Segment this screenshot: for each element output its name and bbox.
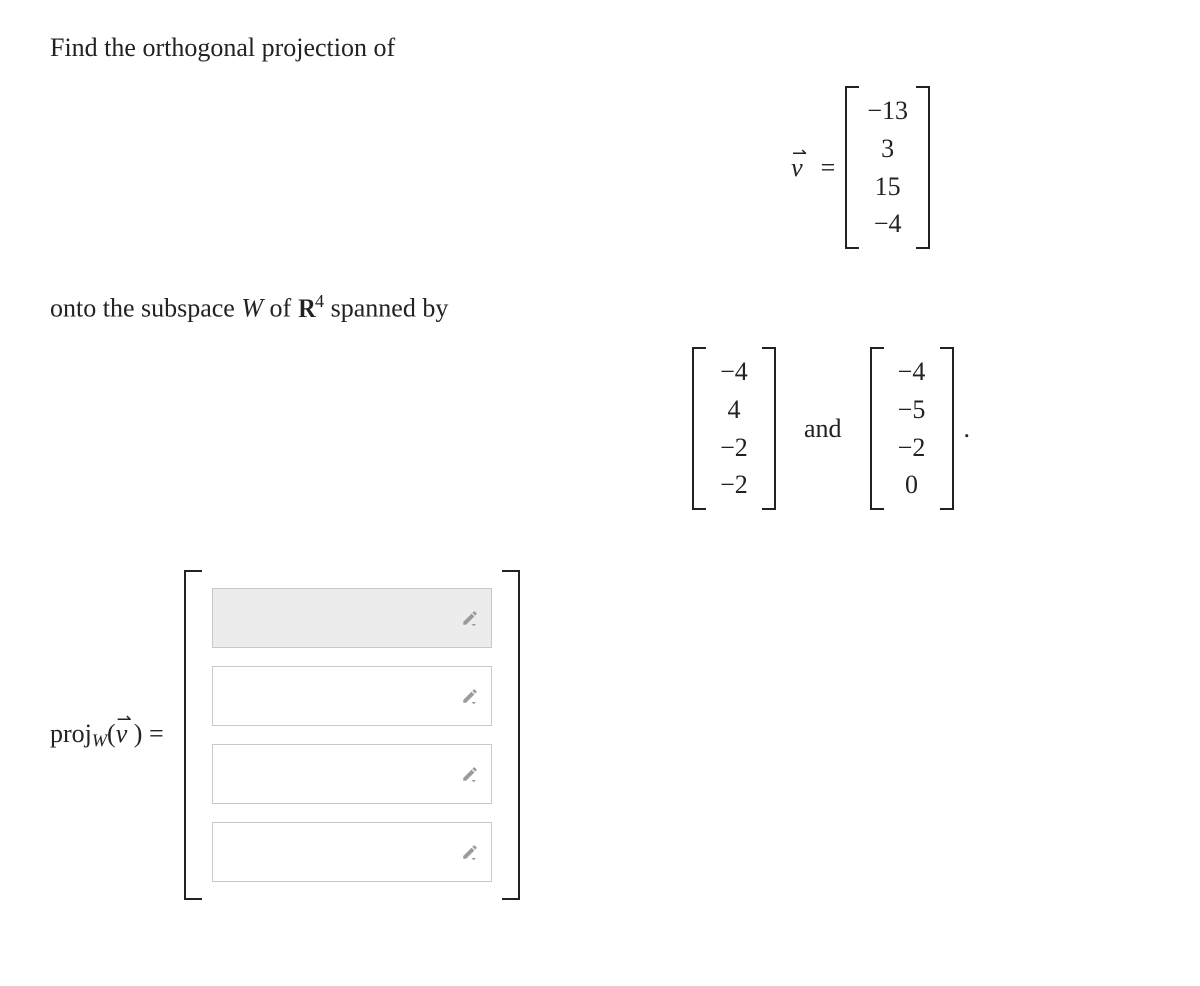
matrix-cell: 4 (714, 391, 754, 429)
matrix-cell: −2 (714, 466, 754, 504)
proj-subscript: W (92, 730, 107, 750)
vector-v-symbol: ⇀ v (791, 153, 803, 183)
bracket-left-icon (692, 347, 706, 510)
basis-1-cells: −4 4 −2 −2 (706, 347, 762, 510)
basis-vectors-row: −4 4 −2 −2 and −4 −5 −2 0 . (50, 347, 1150, 510)
matrix-cell: 3 (867, 130, 908, 168)
answer-field-4[interactable] (212, 822, 492, 882)
prompt-line-1: Find the orthogonal projection of (50, 30, 1150, 66)
matrix-cell: −2 (892, 429, 932, 467)
matrix-cell: −5 (892, 391, 932, 429)
and-text: and (804, 414, 842, 444)
bracket-right-icon (762, 347, 776, 510)
prompt-text-2c: spanned by (324, 294, 448, 323)
matrix-cell: 0 (892, 466, 932, 504)
pencil-dropdown-icon[interactable] (458, 684, 482, 708)
period: . (964, 414, 971, 444)
answer-field-2[interactable] (212, 666, 492, 726)
answer-vec-symbol: ⇀v (116, 719, 128, 748)
prompt-text-2b: of (263, 294, 298, 323)
prompt-text-2a: onto the subspace (50, 294, 241, 323)
bracket-left-icon (845, 86, 859, 249)
vector-arrow-icon: ⇀ (117, 709, 132, 730)
matrix-cell: −4 (867, 205, 908, 243)
vector-v-cells: −13 3 15 −4 (859, 86, 916, 249)
answer-label: projW(⇀v ) = (50, 719, 164, 752)
vector-arrow-icon: ⇀ (792, 143, 807, 164)
proj-text: proj (50, 719, 92, 748)
prompt-text-1: Find the orthogonal projection of (50, 33, 395, 62)
bracket-right-icon (916, 86, 930, 249)
answer-cells (202, 570, 502, 900)
matrix-cell: −4 (892, 353, 932, 391)
prompt-line-2: onto the subspace W of R4 spanned by (50, 289, 1150, 327)
answer-field-1[interactable] (212, 588, 492, 648)
pencil-dropdown-icon[interactable] (458, 840, 482, 864)
real-numbers-symbol: R (298, 291, 315, 327)
matrix-cell: 15 (867, 168, 908, 206)
exponent-4: 4 (315, 291, 324, 311)
vector-v-matrix: −13 3 15 −4 (845, 86, 930, 249)
bracket-right-icon (940, 347, 954, 510)
answer-field-wrap (212, 666, 492, 726)
bracket-left-icon (870, 347, 884, 510)
bracket-right-icon (502, 570, 520, 900)
answer-field-wrap (212, 588, 492, 648)
equals-sign: = (821, 153, 836, 183)
answer-row: projW(⇀v ) = (50, 570, 1150, 900)
answer-field-wrap (212, 744, 492, 804)
answer-matrix (184, 570, 520, 900)
matrix-cell: −2 (714, 429, 754, 467)
pencil-dropdown-icon[interactable] (458, 762, 482, 786)
answer-field-3[interactable] (212, 744, 492, 804)
basis-vector-2: −4 −5 −2 0 (870, 347, 954, 510)
basis-vector-1: −4 4 −2 −2 (692, 347, 776, 510)
answer-field-wrap (212, 822, 492, 882)
subspace-W: W (241, 294, 263, 323)
matrix-cell: −13 (867, 92, 908, 130)
matrix-cell: −4 (714, 353, 754, 391)
basis-2-cells: −4 −5 −2 0 (884, 347, 940, 510)
bracket-left-icon (184, 570, 202, 900)
vector-v-equation: ⇀ v = −13 3 15 −4 (50, 86, 1150, 249)
answer-equals: = (149, 719, 164, 748)
pencil-dropdown-icon[interactable] (458, 606, 482, 630)
